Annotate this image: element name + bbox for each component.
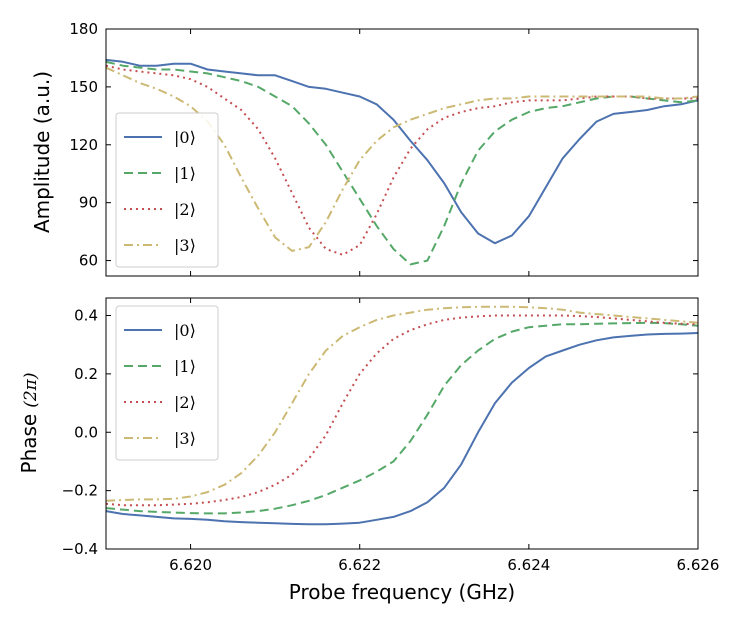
series-line-2	[106, 314, 698, 507]
amplitude-legend: |0⟩ |1⟩ |2⟩ |3⟩	[115, 112, 219, 268]
y-tick-label: −0.4	[62, 540, 98, 558]
phase-y-ticks: −0.4 −0.2 0.0 0.2 0.4	[62, 307, 698, 558]
series-line-0	[106, 58, 698, 245]
legend-label: |3⟩	[174, 429, 196, 448]
amplitude-axes-frame	[105, 28, 699, 277]
phase-y-axis-label: Phase (2π)	[17, 373, 41, 474]
x-tick-label: 6.624	[507, 556, 550, 574]
series-line-2	[106, 64, 698, 256]
phase-axes-frame	[105, 297, 699, 550]
amplitude-legend-box	[115, 112, 219, 268]
phase-y-axis-label-text: Phase	[17, 414, 41, 474]
phase-y-axis-label-math: (2π)	[21, 373, 41, 408]
y-tick-label: 120	[69, 136, 98, 154]
legend-label: |1⟩	[174, 357, 196, 376]
phase-series	[106, 305, 698, 526]
phase-panel: 6.620 6.622 6.624 6.626 −0.4 −0.2 0.0 0.2 0.4 P…	[17, 297, 719, 604]
phase-legend-box	[115, 305, 219, 461]
legend-label: |0⟩	[174, 321, 196, 340]
y-tick-label: 0.4	[74, 307, 98, 325]
amplitude-y-axis-label: Amplitude (a.u.)	[30, 71, 54, 233]
x-tick-label: 6.620	[169, 556, 212, 574]
y-tick-label: 0.0	[74, 423, 98, 441]
series-line-1	[106, 321, 698, 515]
y-tick-label: 90	[79, 194, 98, 212]
amplitude-panel: 60 90 120 150 180 Amplitude (a.u.) |0⟩ |1⟩ |2⟩…	[30, 20, 699, 277]
legend-label: |2⟩	[174, 200, 196, 219]
x-axis-label: Probe frequency (GHz)	[289, 580, 515, 604]
series-line-3	[106, 66, 698, 252]
series-line-0	[106, 332, 698, 526]
y-tick-label: 0.2	[74, 365, 98, 383]
series-line-1	[106, 60, 698, 266]
phase-x-ticks: 6.620 6.622 6.624 6.626	[169, 298, 719, 574]
x-tick-label: 6.626	[677, 556, 720, 574]
y-tick-label: 60	[79, 252, 98, 270]
y-tick-label: 150	[69, 78, 98, 96]
phase-legend: |0⟩ |1⟩ |2⟩ |3⟩	[115, 305, 219, 461]
x-tick-label: 6.622	[338, 556, 381, 574]
legend-label: |2⟩	[174, 393, 196, 412]
series-line-3	[106, 305, 698, 502]
amplitude-series	[106, 58, 698, 266]
legend-label: |1⟩	[174, 164, 196, 183]
y-tick-label: 180	[69, 20, 98, 38]
legend-label: |0⟩	[174, 128, 196, 147]
legend-label: |3⟩	[174, 236, 196, 255]
y-tick-label: −0.2	[62, 482, 98, 500]
